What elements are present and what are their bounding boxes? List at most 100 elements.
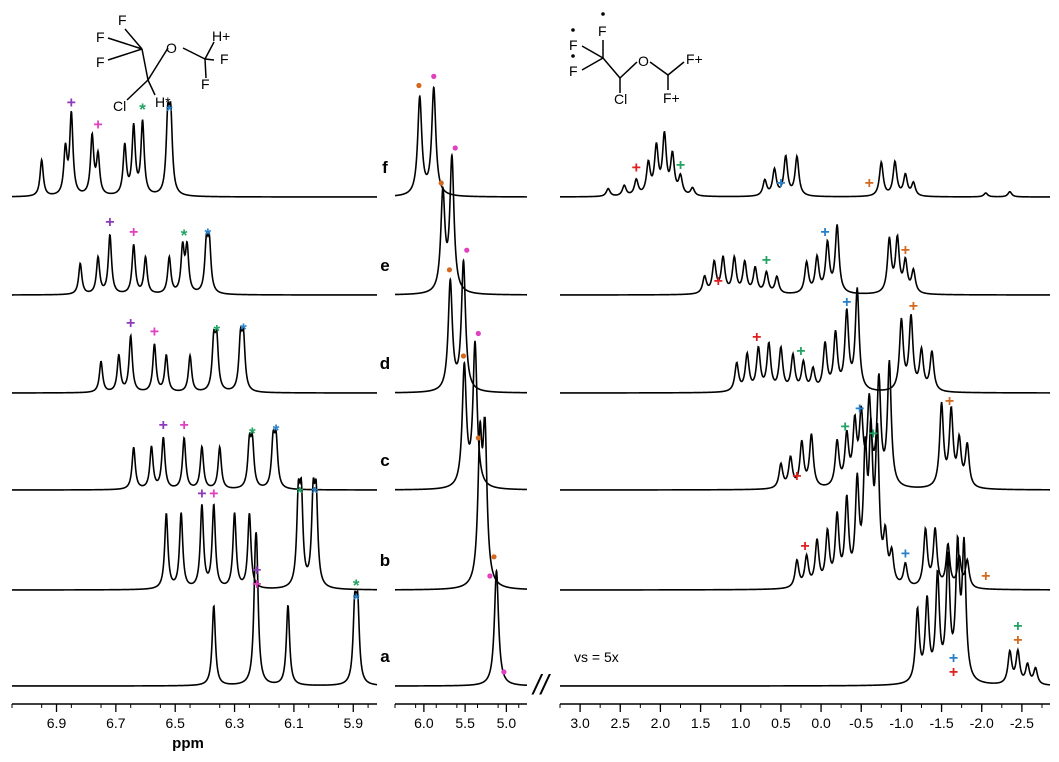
axes-layer: 6.9 6.7 6.5 6.3 6.1 5.9 6.0 5.5 5.0 3.0 2.5 2.0 1.5 1…: [11, 703, 1050, 731]
marker-left-c-2: *: [249, 424, 256, 443]
marker-left-c-0: +: [159, 417, 168, 434]
marker-left-e-1: +: [129, 224, 138, 241]
marker-left-d-2: *: [213, 321, 220, 340]
spectrum-middle-c: [395, 340, 527, 491]
spectrum-middle-f: [394, 85, 527, 198]
marker-right-c-0: +: [792, 468, 801, 485]
marker-middle-d-0: [446, 267, 453, 273]
marker-left-a-2: *: [353, 576, 360, 595]
molecule-left-labels: F F F O H+ F F Cl H*: [96, 12, 230, 114]
marker-right-b-1: +: [869, 426, 878, 443]
spectrum-left-b: [12, 476, 377, 591]
tick-label-right-4: 1.0: [731, 715, 751, 731]
marker-middle-d-1: [464, 247, 470, 253]
tick-label-right-5: 0.5: [771, 715, 791, 731]
tick-label-left-1: 6.7: [106, 715, 126, 731]
marker-left-f-2: *: [139, 100, 146, 119]
spectrum-left-a: [12, 532, 378, 687]
marker-right-e-3: +: [901, 242, 910, 259]
marker-middle-f-0: [416, 82, 422, 89]
x-axis-label: ppm: [172, 735, 204, 752]
tick-label-left-0: 6.9: [47, 715, 67, 731]
marker-right-c-3: +: [945, 393, 954, 410]
marker-left-f-0: +: [67, 94, 76, 111]
mol-left-cl: Cl: [113, 98, 126, 114]
marker-left-b-0: +: [197, 486, 206, 503]
mol-right-f-top: F: [598, 23, 607, 39]
row-labels-layer: f e d c b a: [380, 158, 390, 666]
marker-right-d-1: +: [796, 343, 805, 360]
tick-label-right-3: 1.5: [691, 715, 711, 731]
row-label-e: e: [380, 256, 389, 275]
mol-left-f-lower: F: [201, 76, 210, 92]
marker-left-f-1: +: [93, 117, 102, 134]
axis-break-mark: //: [531, 669, 552, 700]
marker-right-d-2: +: [842, 294, 851, 311]
vertical-scale-annotation: vs = 5x: [574, 649, 619, 665]
marker-right-c-1: +: [840, 419, 849, 436]
marker-left-b-3: *: [311, 484, 318, 503]
spectrum-left-c: [12, 427, 377, 491]
mol-right-dot-2: [571, 28, 575, 32]
marker-right-a-0: +: [949, 664, 958, 681]
marker-middle-f-1: [431, 73, 437, 79]
tick-label-right-11: -2.5: [1010, 715, 1034, 731]
marker-middle-c-0: [460, 353, 467, 359]
marker-left-e-3: *: [205, 225, 212, 244]
tick-label-left-4: 6.1: [284, 715, 304, 731]
mol-right-dot-3: [571, 54, 575, 58]
marker-middle-c-1: [475, 330, 481, 337]
spectrum-left-e: [12, 230, 377, 296]
tick-label-right-6: 0.0: [811, 715, 831, 731]
mol-right-o: O: [638, 53, 649, 69]
marker-right-a-3: +: [1013, 618, 1022, 635]
marker-middle-e-1: [452, 145, 458, 151]
marker-left-d-0: +: [126, 315, 135, 332]
spectrum-right-d: [560, 287, 1050, 394]
marker-right-f-3: +: [865, 175, 874, 192]
mol-right-f-left: F: [569, 37, 578, 53]
marker-middle-b-0: [475, 435, 481, 441]
tick-label-right-1: 2.5: [611, 715, 631, 731]
mol-left-f-top: F: [118, 12, 127, 28]
marker-left-a-3: *: [353, 590, 360, 609]
marker-right-c-2: +: [855, 401, 864, 418]
tick-label-right-10: -2.0: [970, 715, 994, 731]
marker-left-c-1: +: [179, 417, 188, 434]
marker-left-c-3: *: [273, 421, 280, 440]
marker-right-a-1: +: [949, 650, 958, 667]
marker-left-e-2: *: [181, 226, 188, 245]
marker-right-b-3: +: [981, 568, 990, 585]
marker-middle-e-0: [438, 180, 444, 186]
marker-left-d-1: +: [150, 323, 159, 340]
marker-left-e-0: +: [105, 214, 114, 231]
marker-left-b-2: *: [297, 484, 304, 503]
mol-left-f-bottom: F: [96, 54, 105, 70]
tick-label-right-9: -1.5: [929, 715, 953, 731]
mol-right-dot-1: [601, 12, 605, 16]
marker-right-d-3: +: [909, 298, 918, 315]
mol-left-o: O: [166, 40, 177, 56]
marker-left-a-1: +: [252, 576, 261, 593]
tick-label-middle-2: 5.0: [497, 715, 517, 731]
marker-right-f-0: +: [632, 159, 641, 176]
marker-right-b-0: +: [800, 538, 809, 555]
marker-right-f-1: +: [676, 157, 685, 174]
spectrum-left-d: [12, 325, 377, 394]
tick-label-left-2: 6.5: [165, 715, 185, 731]
tick-label-middle-0: 6.0: [414, 715, 434, 731]
marker-right-d-0: +: [752, 329, 761, 346]
molecule-left-structure: [107, 28, 215, 101]
row-label-c: c: [380, 451, 389, 470]
marker-right-e-2: +: [820, 224, 829, 241]
spectrum-right-e: [560, 224, 1050, 296]
spectrum-middle-e: [394, 152, 527, 296]
row-label-b: b: [380, 551, 390, 570]
marker-right-a-2: +: [1013, 632, 1022, 649]
tick-label-right-0: 3.0: [570, 715, 590, 731]
marker-left-b-1: +: [209, 486, 218, 503]
marker-left-d-3: *: [240, 320, 247, 339]
spectrum-right-f: [560, 130, 1050, 198]
marker-right-f-2: +: [776, 175, 785, 192]
